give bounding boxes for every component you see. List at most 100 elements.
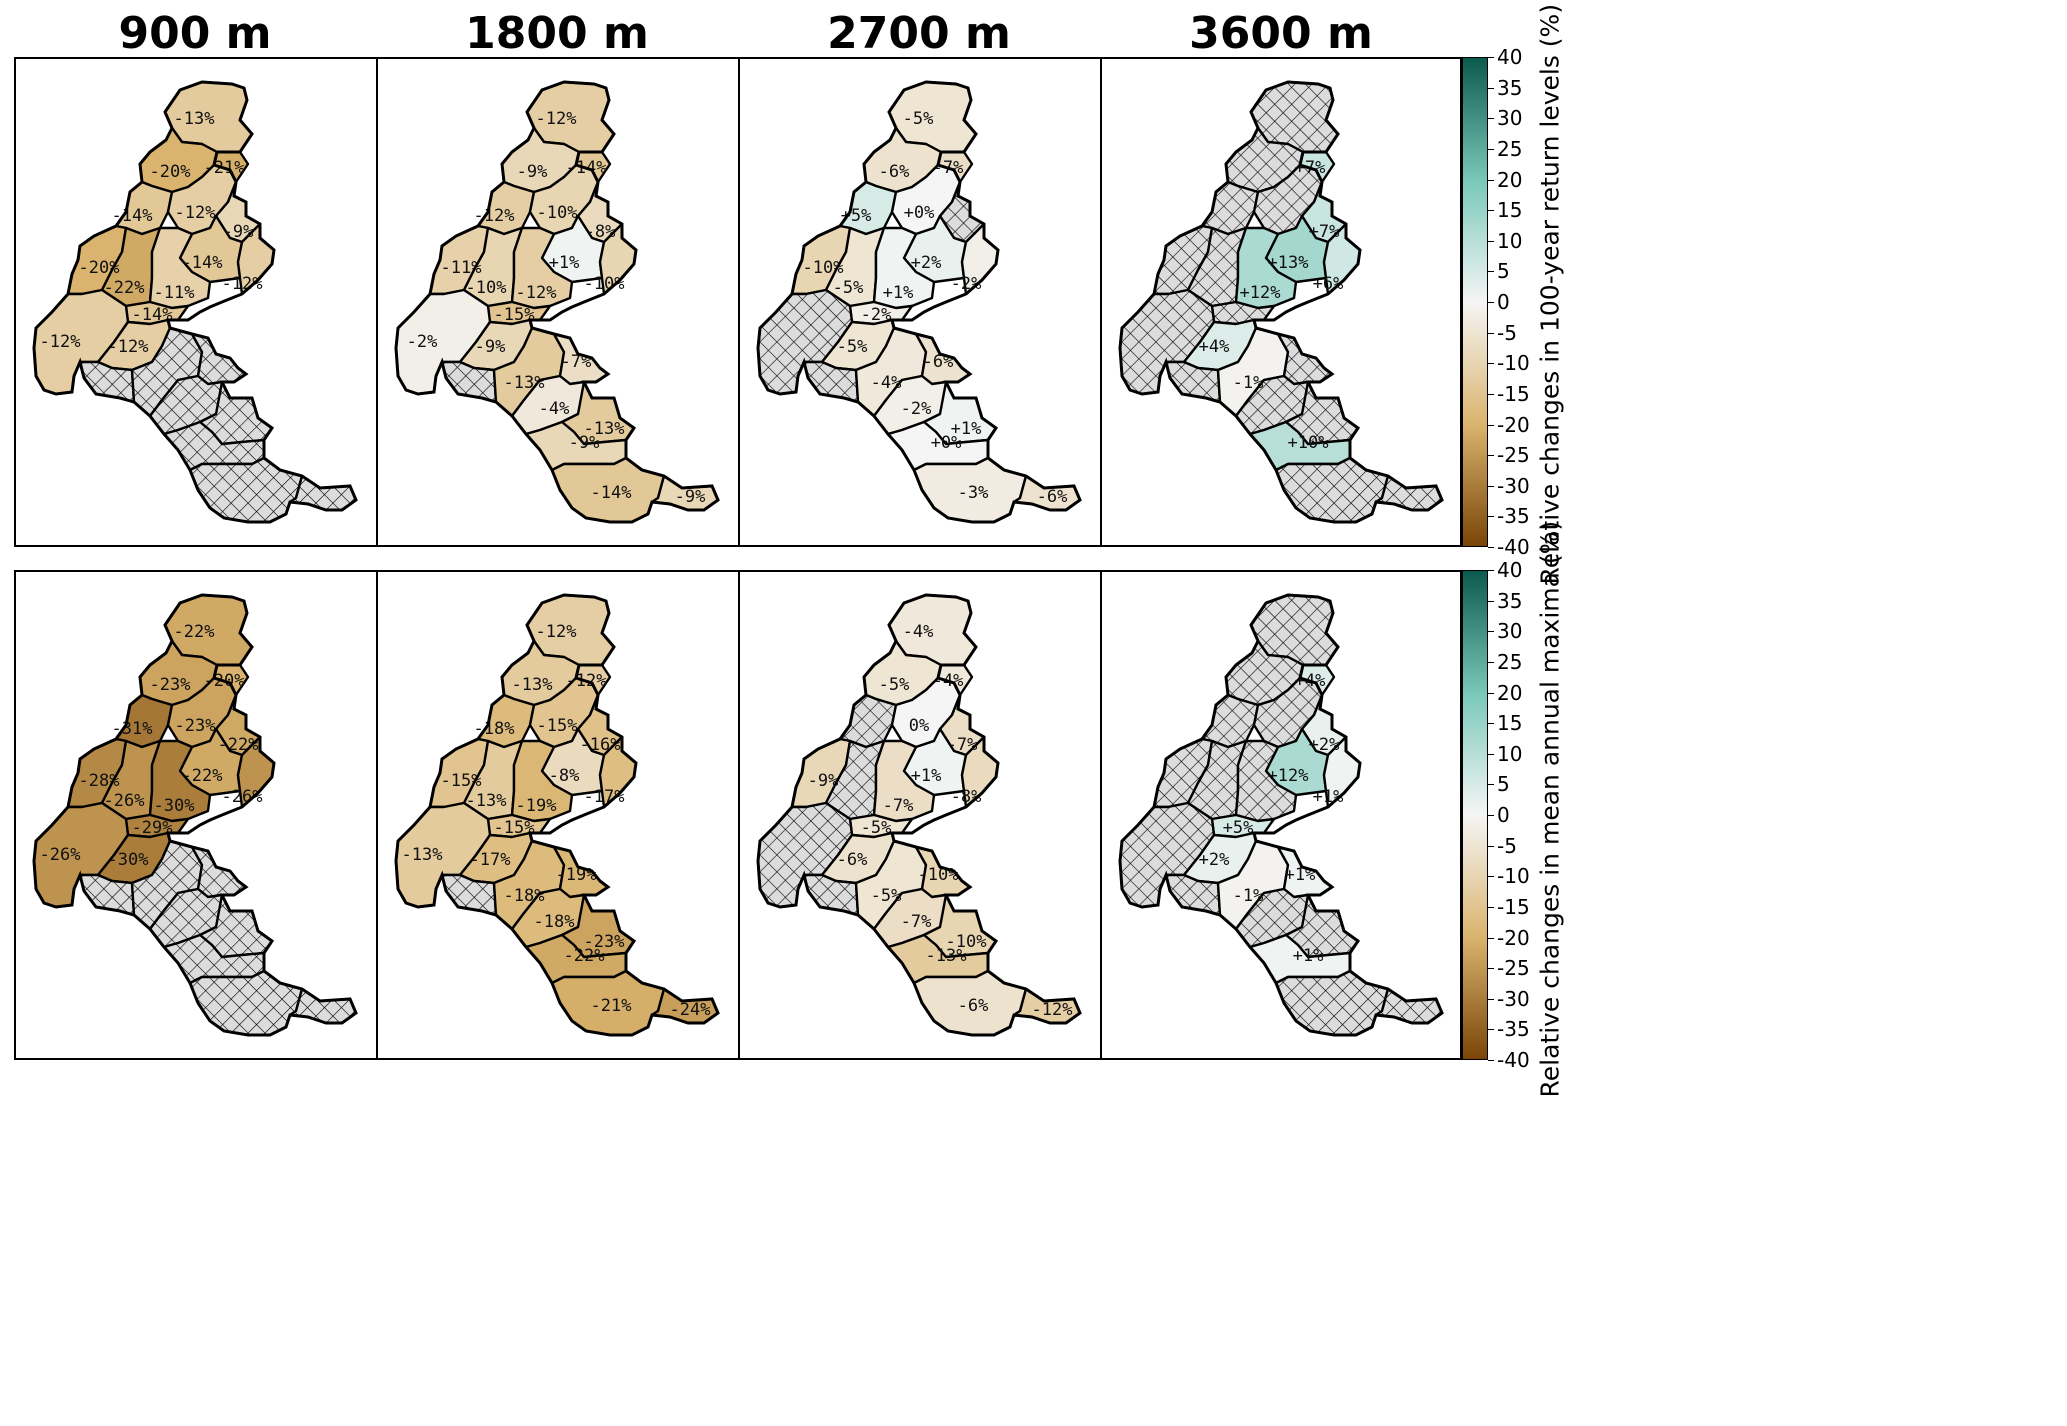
region-label: -24% [670,1000,711,1020]
region-label: -10% [918,865,959,885]
region-label: +12% [1240,283,1281,303]
region-label: -4% [903,622,934,642]
colorbar-tick: 25 [1487,649,1523,674]
region-label: +12% [1268,766,1309,786]
region-label: -15% [494,305,535,325]
region-label: -22% [564,946,605,966]
colorbar-bottom-label: Relative changes in mean annual maxima (… [1535,520,1565,1098]
region-label: -9% [569,433,600,453]
region-label: -10% [946,932,987,952]
region-label: -6% [958,996,989,1016]
column-header-900m: 900 m [118,8,272,59]
basin-outline [756,80,1082,524]
region-label: -22% [218,735,259,755]
region-label: -12% [474,206,515,226]
colorbar-tick: 10 [1487,228,1523,253]
colorbar-tick: 5 [1488,259,1510,284]
region-label: -9% [808,771,839,791]
region-label: -18% [534,912,575,932]
region-label: -8% [585,222,616,242]
region-label: -28% [79,771,120,791]
region-label: -14% [182,253,223,273]
colorbar-tick: -20 [1488,925,1530,950]
region-label: -6% [1037,487,1068,507]
map-svg: +4%+2%+12%+1%+5%+2%-1%+1%+1% [1118,593,1444,1037]
colorbar-tick: 30 [1487,106,1523,131]
colorbar-tick: -5 [1488,320,1517,345]
map-panel: +4% +2% +12% +1% +5% +2% -1% +1% +1% [1100,570,1462,1060]
colorbar-tick: 10 [1487,741,1523,766]
region-label: -12% [516,283,557,303]
basin-outline [394,80,720,524]
region-label: -1% [1233,886,1264,906]
region-label: +5% [1223,818,1254,838]
column-header-2700m: 2700 m [827,8,1011,59]
region [510,739,574,823]
region-label: -7% [901,912,932,932]
colorbar-tick: -40 [1488,1048,1530,1072]
colorbar-tick: -25 [1488,956,1530,981]
region-label: -13% [504,373,545,393]
basin-outline [1118,593,1444,1037]
region-label: -26% [40,845,81,865]
colorbar-tick: 35 [1487,75,1523,100]
colorbar-tick: -35 [1488,1017,1530,1042]
colorbar-tick: 5 [1488,772,1510,797]
region [510,226,574,310]
region-label: -2% [861,305,892,325]
region-label: -13% [926,946,967,966]
region-label: +4% [1199,337,1230,357]
region-label: -10% [537,203,578,223]
map-panel: -12% -13% -12% -18% -15% -16% -15% -13% -8% -17% -… [376,570,740,1060]
map-svg: +7%+7%+13%+6%+12%+4%-1%+10% [1118,80,1444,524]
region-label: +13% [1268,253,1309,273]
region-label: -22% [174,622,215,642]
colorbar-tick: 0 [1488,290,1510,314]
colorbar-tick: 15 [1487,198,1523,223]
region-label: -7% [947,735,978,755]
colorbar-tick: -30 [1488,986,1530,1011]
region-label: -2% [901,399,932,419]
basin-outline [32,593,358,1037]
region-label: -15% [441,771,482,791]
colorbar-tick: 40 [1487,558,1523,582]
region-label: -13% [466,791,507,811]
colorbar-tick: 40 [1487,45,1523,69]
region-label: -18% [474,719,515,739]
colorbar-tick: -15 [1488,381,1530,406]
region-label: -13% [402,845,443,865]
colorbar-tick: -30 [1488,473,1530,498]
region-label: -19% [556,865,597,885]
region-label: -6% [837,850,868,870]
region-label: -23% [150,675,191,695]
colorbar-tick: 35 [1487,588,1523,613]
region-label: -29% [132,818,173,838]
colorbar-tick: -10 [1488,864,1530,889]
colorbar-bottom [1462,570,1488,1060]
region-label: -5% [871,886,902,906]
region-label: +1% [883,283,914,303]
colorbar-tick: -25 [1488,443,1530,468]
region-label: -12% [536,622,577,642]
map-svg: -4%-5% -4%0%-7%-9% +1%-8%-7%-5%-6%-5%-10%-… [756,593,1082,1037]
region-label: -31% [112,719,153,739]
region-label: -10% [803,258,844,278]
region-label: +5% [841,206,872,226]
colorbar-tick: 0 [1488,803,1510,827]
region-label: +0% [904,203,935,223]
region-label: -30% [108,850,149,870]
region-label: -14% [591,483,632,503]
region-label: -11% [441,258,482,278]
region-label: -13% [512,675,553,695]
region-label: -22% [182,766,223,786]
region-label: -16% [580,735,621,755]
region-label: -14% [132,305,173,325]
region-label: -7% [883,796,914,816]
region-label: 0% [909,716,929,736]
region-label: -20% [150,162,191,182]
no-data-region [1200,180,1260,236]
colorbar-tick: -15 [1488,894,1530,919]
region-label: -18% [504,886,545,906]
no-data-region [1374,474,1444,512]
region-label: -14% [112,206,153,226]
